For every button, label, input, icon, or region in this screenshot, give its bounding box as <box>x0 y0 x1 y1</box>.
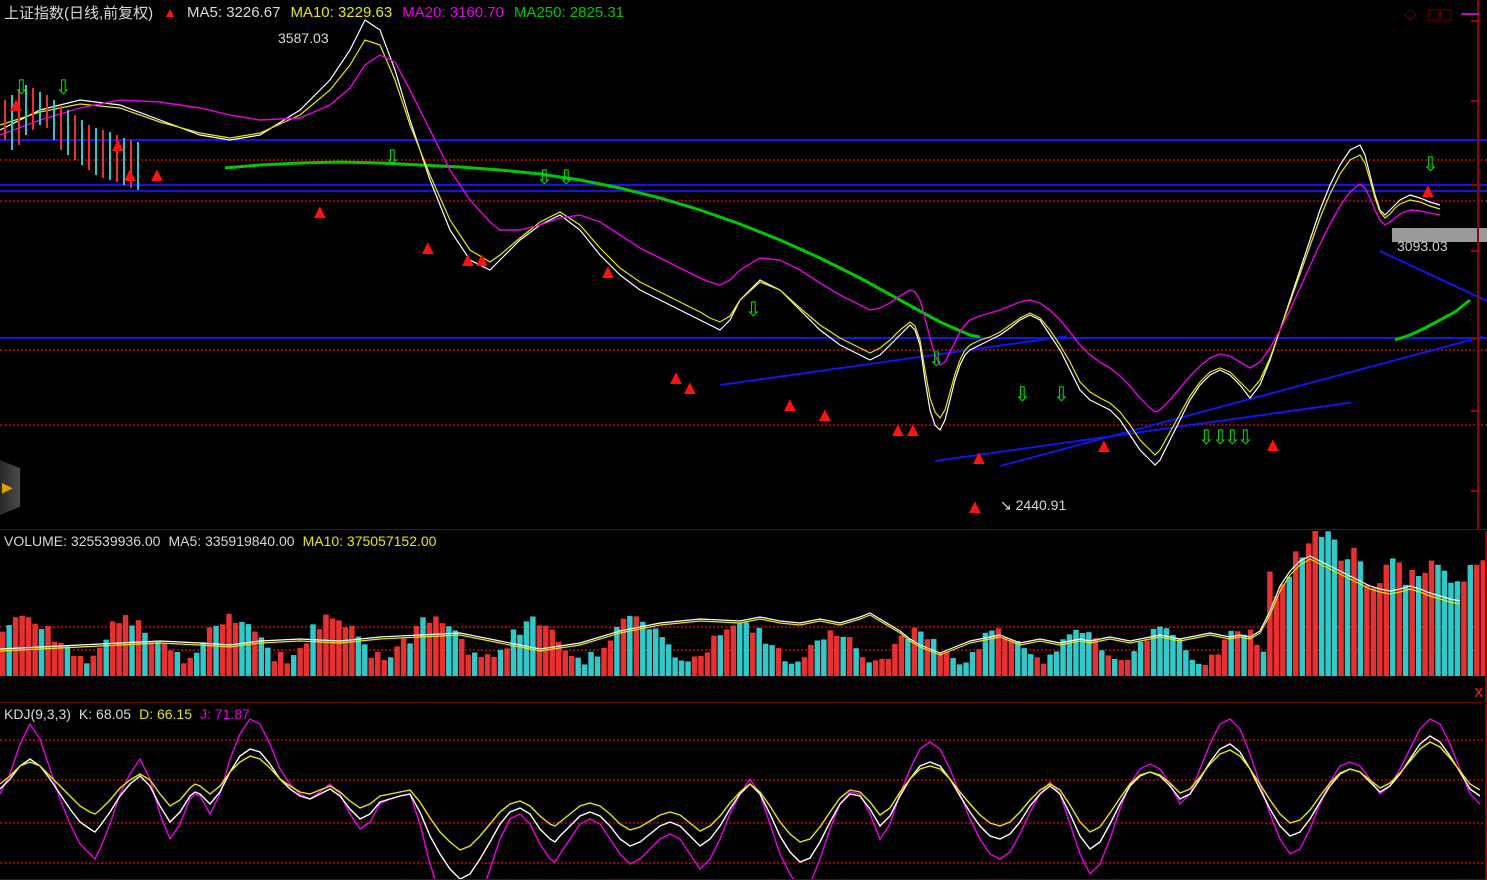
signal-arrow-up[interactable]: ▲ <box>472 250 492 270</box>
signal-arrow-down[interactable]: ⇩ <box>1053 385 1070 405</box>
axis-tick <box>1471 250 1479 252</box>
axis-tick <box>1471 337 1479 339</box>
kdj-header: KDJ(9,3,3) K: 68.05 D: 66.15 J: 71.87 <box>4 706 250 722</box>
volume-x-marker[interactable]: X <box>1474 685 1483 700</box>
horizontal-level-line-1 <box>0 139 1487 141</box>
trend-line-1 <box>720 335 1067 386</box>
current-price-label: 3093.03 <box>1397 238 1448 254</box>
signal-arrow-up[interactable]: ▲ <box>969 448 989 468</box>
horizontal-level-line-4 <box>0 337 1487 339</box>
signal-arrow-down[interactable]: ⇩ <box>384 148 401 168</box>
signal-arrow-up[interactable]: ▲ <box>1263 435 1283 455</box>
expand-chevron-icon: ▶ <box>2 479 13 496</box>
signal-arrow-up[interactable]: ▲ <box>598 262 618 282</box>
signal-arrow-up[interactable]: ▲ <box>418 238 438 258</box>
horizontal-level-line-2 <box>0 184 1487 186</box>
signal-arrow-down[interactable]: ⇩ <box>745 300 762 320</box>
axis-tick <box>1471 184 1479 186</box>
ma5-label: MA5: 3226.67 <box>187 4 280 21</box>
signal-arrow-up[interactable]: ▲ <box>780 395 800 415</box>
dotted-reference-line-3 <box>0 349 1487 351</box>
kdj-lines-svg <box>0 704 1487 880</box>
signal-arrow-down[interactable]: ⇩ <box>1014 385 1031 405</box>
volume-value-label: VOLUME: 325539936.00 <box>4 533 160 549</box>
signal-arrow-down[interactable]: ⇩ <box>1237 428 1254 448</box>
dotted-reference-line-1 <box>0 159 1487 161</box>
signal-arrow-up[interactable]: ▲ <box>815 405 835 425</box>
dotted-reference-line-4 <box>0 424 1487 426</box>
signal-arrow-down[interactable]: ⇩ <box>1422 155 1439 175</box>
signal-arrow-up[interactable]: ▲ <box>1094 436 1114 456</box>
signal-arrow-down[interactable]: ⇩ <box>55 78 72 98</box>
axis-tick <box>1471 410 1479 412</box>
axis-tick <box>1471 490 1479 492</box>
signal-arrow-up[interactable]: ▲ <box>965 497 985 517</box>
kdj-d-label: D: 66.15 <box>139 706 192 722</box>
diamond-icon[interactable]: ◇ <box>1404 4 1416 24</box>
chart-title: 上证指数(日线,前复权) <box>4 2 153 23</box>
signal-arrow-down[interactable]: ⇩ <box>558 168 575 188</box>
signal-arrow-down[interactable]: ⇩ <box>13 78 30 98</box>
layout-panels-icon[interactable]: ▢▢ <box>1427 5 1451 23</box>
top-right-icons: ◇ ▢▢ <box>1404 4 1479 24</box>
up-arrow-icon: ▲ <box>163 4 177 20</box>
signal-arrow-down[interactable]: ⇩ <box>536 168 553 188</box>
right-price-axis <box>1477 0 1479 530</box>
kdj-k-label: K: 68.05 <box>79 706 131 722</box>
ma20-label: MA20: 3160.70 <box>402 4 504 21</box>
magenta-divider-icon <box>1461 13 1479 15</box>
signal-arrow-up[interactable]: ▲ <box>310 202 330 222</box>
volume-ma10-label: MA10: 375057152.00 <box>303 533 437 549</box>
kdj-panel: KDJ(9,3,3) K: 68.05 D: 66.15 J: 71.87 <box>0 704 1487 880</box>
ma250-label: MA250: 2825.31 <box>514 4 624 21</box>
left-side-panel-toggle[interactable]: ▶ <box>0 460 20 515</box>
trend-line-4 <box>1379 250 1487 303</box>
volume-bar-group <box>0 531 1486 676</box>
peak-price-label: 3587.03 <box>278 30 329 46</box>
volume-ma5-label: MA5: 335919840.00 <box>168 533 294 549</box>
ma10-label: MA10: 3229.63 <box>290 4 392 21</box>
price-panel: 上证指数(日线,前复权) ▲ MA5: 3226.67 MA10: 3229.6… <box>0 0 1487 530</box>
trough-price-label: ↘ 2440.91 <box>1000 497 1066 514</box>
stock-chart-app: 上证指数(日线,前复权) ▲ MA5: 3226.67 MA10: 3229.6… <box>0 0 1487 880</box>
signal-arrow-up[interactable]: ▲ <box>903 420 923 440</box>
volume-header: VOLUME: 325539936.00 MA5: 335919840.00 M… <box>4 533 436 549</box>
price-header: 上证指数(日线,前复权) ▲ MA5: 3226.67 MA10: 3229.6… <box>4 2 634 22</box>
volume-panel: VOLUME: 325539936.00 MA5: 335919840.00 M… <box>0 531 1487 703</box>
signal-arrow-up[interactable]: ▲ <box>1418 181 1438 201</box>
signal-arrow-up[interactable]: ▲ <box>120 165 140 185</box>
horizontal-level-line-3 <box>0 190 1487 192</box>
signal-arrow-up[interactable]: ▲ <box>108 135 128 155</box>
kdj-title-label: KDJ(9,3,3) <box>4 706 71 722</box>
axis-tick <box>1471 100 1479 102</box>
volume-bars-svg <box>0 531 1487 703</box>
signal-arrow-up[interactable]: ▲ <box>680 378 700 398</box>
kdj-j-label: J: 71.87 <box>200 706 250 722</box>
signal-arrow-down[interactable]: ⇩ <box>928 350 945 370</box>
dotted-reference-line-2 <box>0 200 1487 202</box>
trend-line-2 <box>935 402 1351 462</box>
signal-arrow-up[interactable]: ▲ <box>147 165 167 185</box>
